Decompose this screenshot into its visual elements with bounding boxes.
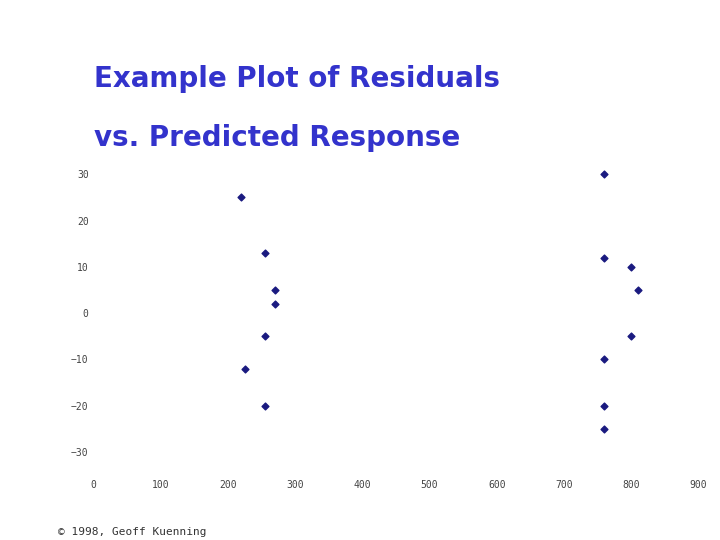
Point — [598, 253, 610, 262]
Point — [259, 249, 271, 258]
Text: © 1998, Geoff Kuenning: © 1998, Geoff Kuenning — [58, 526, 206, 537]
Point — [269, 286, 281, 294]
Point — [626, 262, 637, 271]
Point — [598, 401, 610, 410]
Text: vs. Predicted Response: vs. Predicted Response — [94, 124, 460, 152]
Point — [598, 355, 610, 364]
Point — [269, 300, 281, 308]
Point — [259, 332, 271, 341]
Text: Example Plot of Residuals: Example Plot of Residuals — [94, 65, 500, 93]
Point — [626, 332, 637, 341]
Point — [239, 364, 251, 373]
Point — [235, 193, 247, 202]
Point — [632, 286, 644, 294]
Point — [598, 424, 610, 433]
Point — [598, 170, 610, 179]
Point — [259, 401, 271, 410]
